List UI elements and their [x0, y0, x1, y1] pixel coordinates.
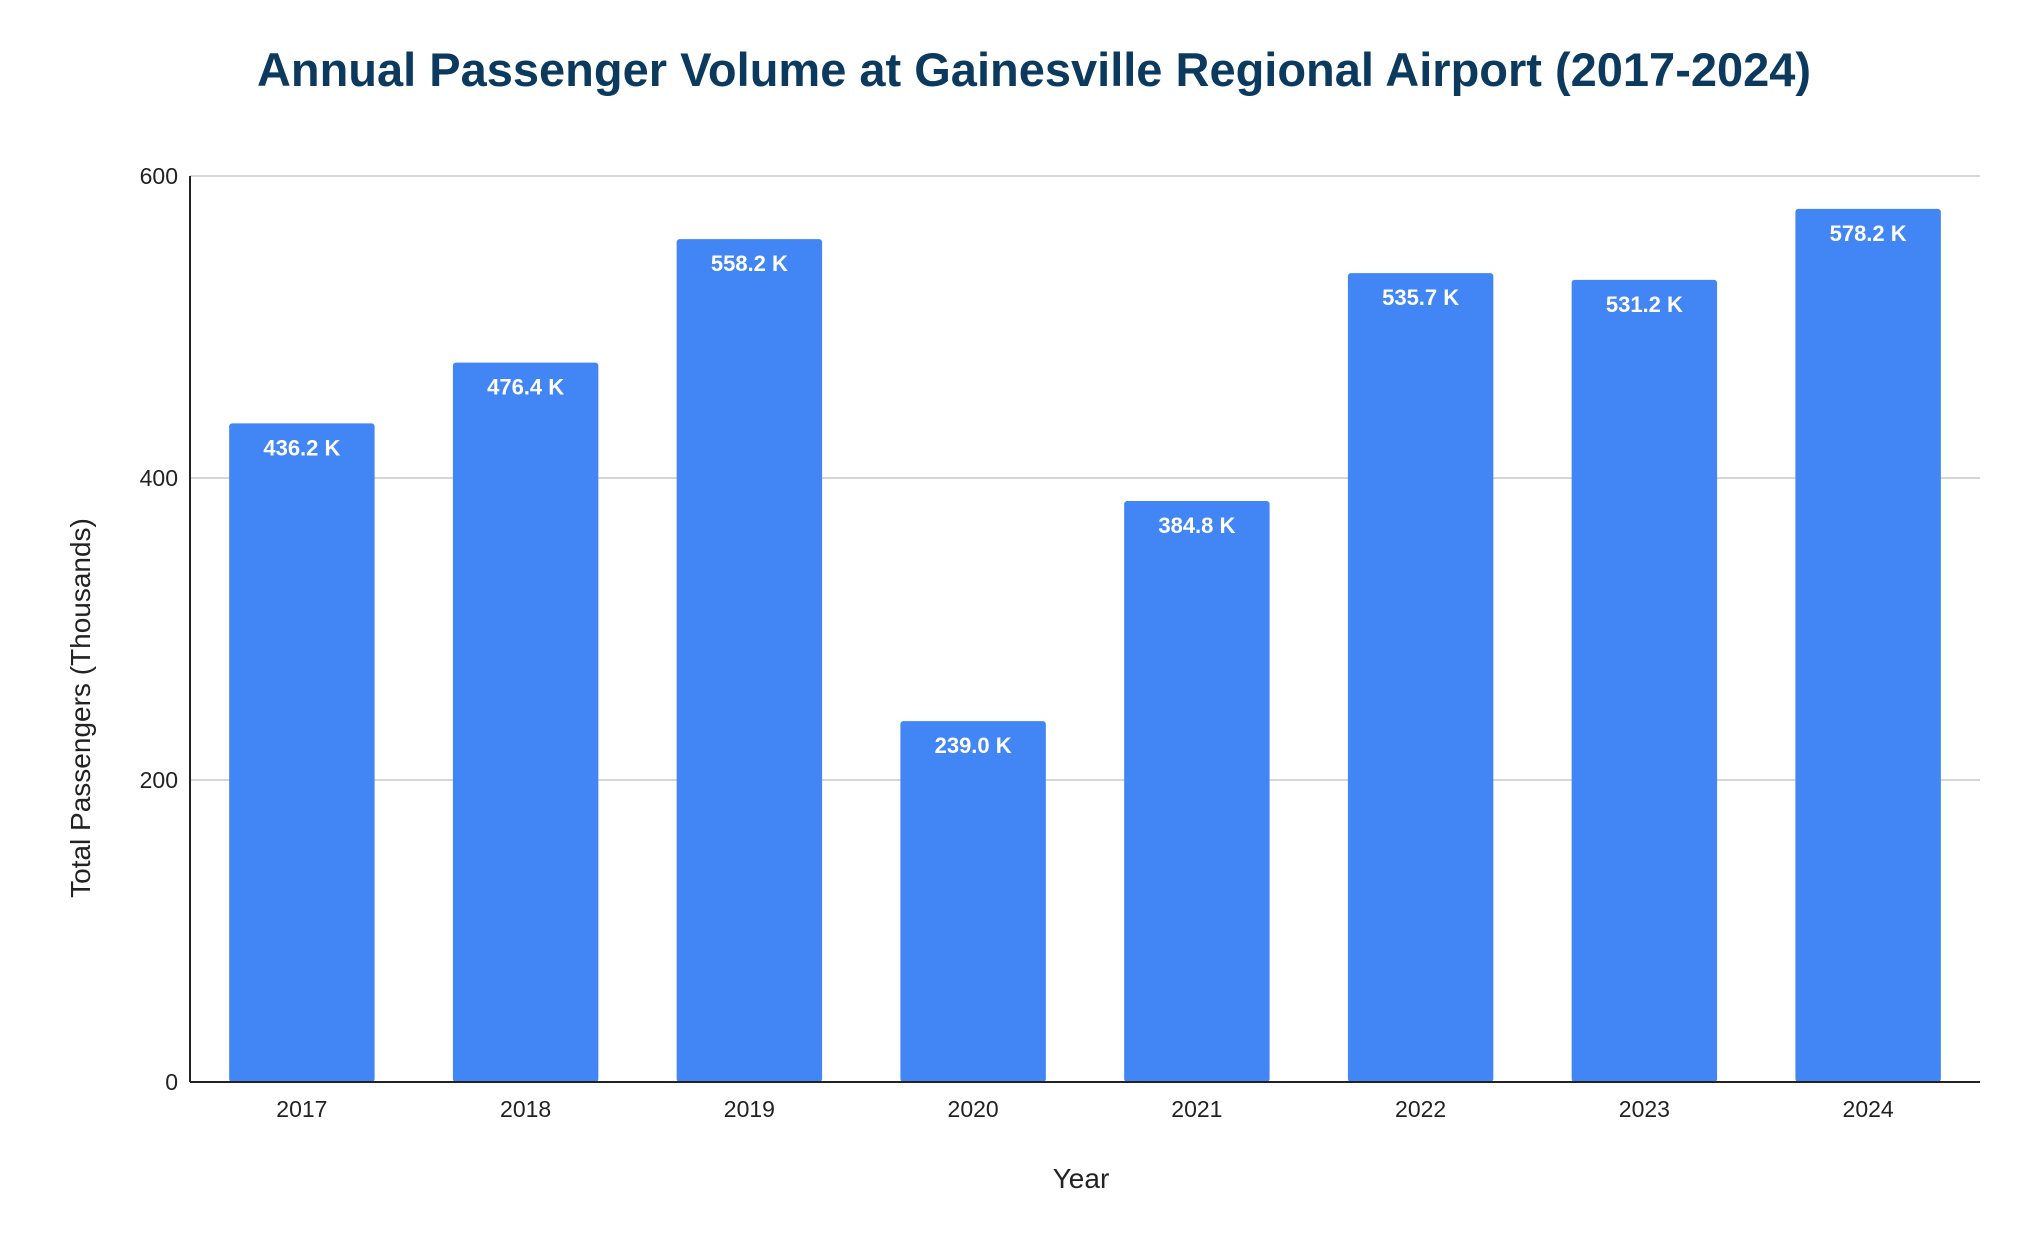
axes: [189, 176, 1980, 1083]
data-label: 239.0 K: [935, 733, 1012, 758]
x-tick-labels: 2017 2018 2019 2020 2021 2022 2023 2024: [276, 1096, 1894, 1122]
y-tick-label: 400: [140, 465, 178, 491]
data-label: 384.8 K: [1158, 513, 1235, 538]
x-tick-label: 2022: [1395, 1096, 1446, 1122]
x-tick-label: 2020: [948, 1096, 999, 1122]
bar: [1347, 273, 1494, 1082]
x-tick-label: 2019: [724, 1096, 775, 1122]
x-tick-label: 2018: [500, 1096, 551, 1122]
data-label: 535.7 K: [1382, 285, 1459, 310]
x-tick-label: 2021: [1171, 1096, 1222, 1122]
data-labels: 436.2 K 476.4 K 558.2 K 239.0 K 384.8 K 535.7…: [263, 221, 1906, 758]
bars: [229, 208, 1941, 1083]
x-axis-label: Year: [1053, 1163, 1110, 1194]
data-label: 476.4 K: [487, 375, 564, 400]
x-tick-label: 2017: [276, 1096, 327, 1122]
bar: [900, 721, 1046, 1082]
bar: [1571, 279, 1718, 1082]
y-tick-label: 0: [165, 1069, 178, 1095]
bar: [676, 239, 823, 1083]
y-tick-label: 600: [140, 163, 178, 189]
y-tick-labels: 0 200 400 600: [140, 163, 178, 1095]
chart-title: Annual Passenger Volume at Gainesville R…: [257, 43, 1811, 96]
x-tick-label: 2024: [1843, 1096, 1894, 1122]
data-label: 558.2 K: [711, 251, 788, 276]
data-label: 531.2 K: [1606, 292, 1683, 317]
y-tick-label: 200: [140, 767, 178, 793]
y-axis-label: Total Passengers (Thousands): [65, 518, 96, 898]
bar: [1795, 208, 1941, 1083]
data-label: 436.2 K: [263, 435, 340, 460]
bar: [229, 423, 375, 1082]
x-tick-label: 2023: [1619, 1096, 1670, 1122]
data-label: 578.2 K: [1830, 221, 1907, 246]
bar: [452, 362, 599, 1082]
bar: [1124, 500, 1270, 1082]
